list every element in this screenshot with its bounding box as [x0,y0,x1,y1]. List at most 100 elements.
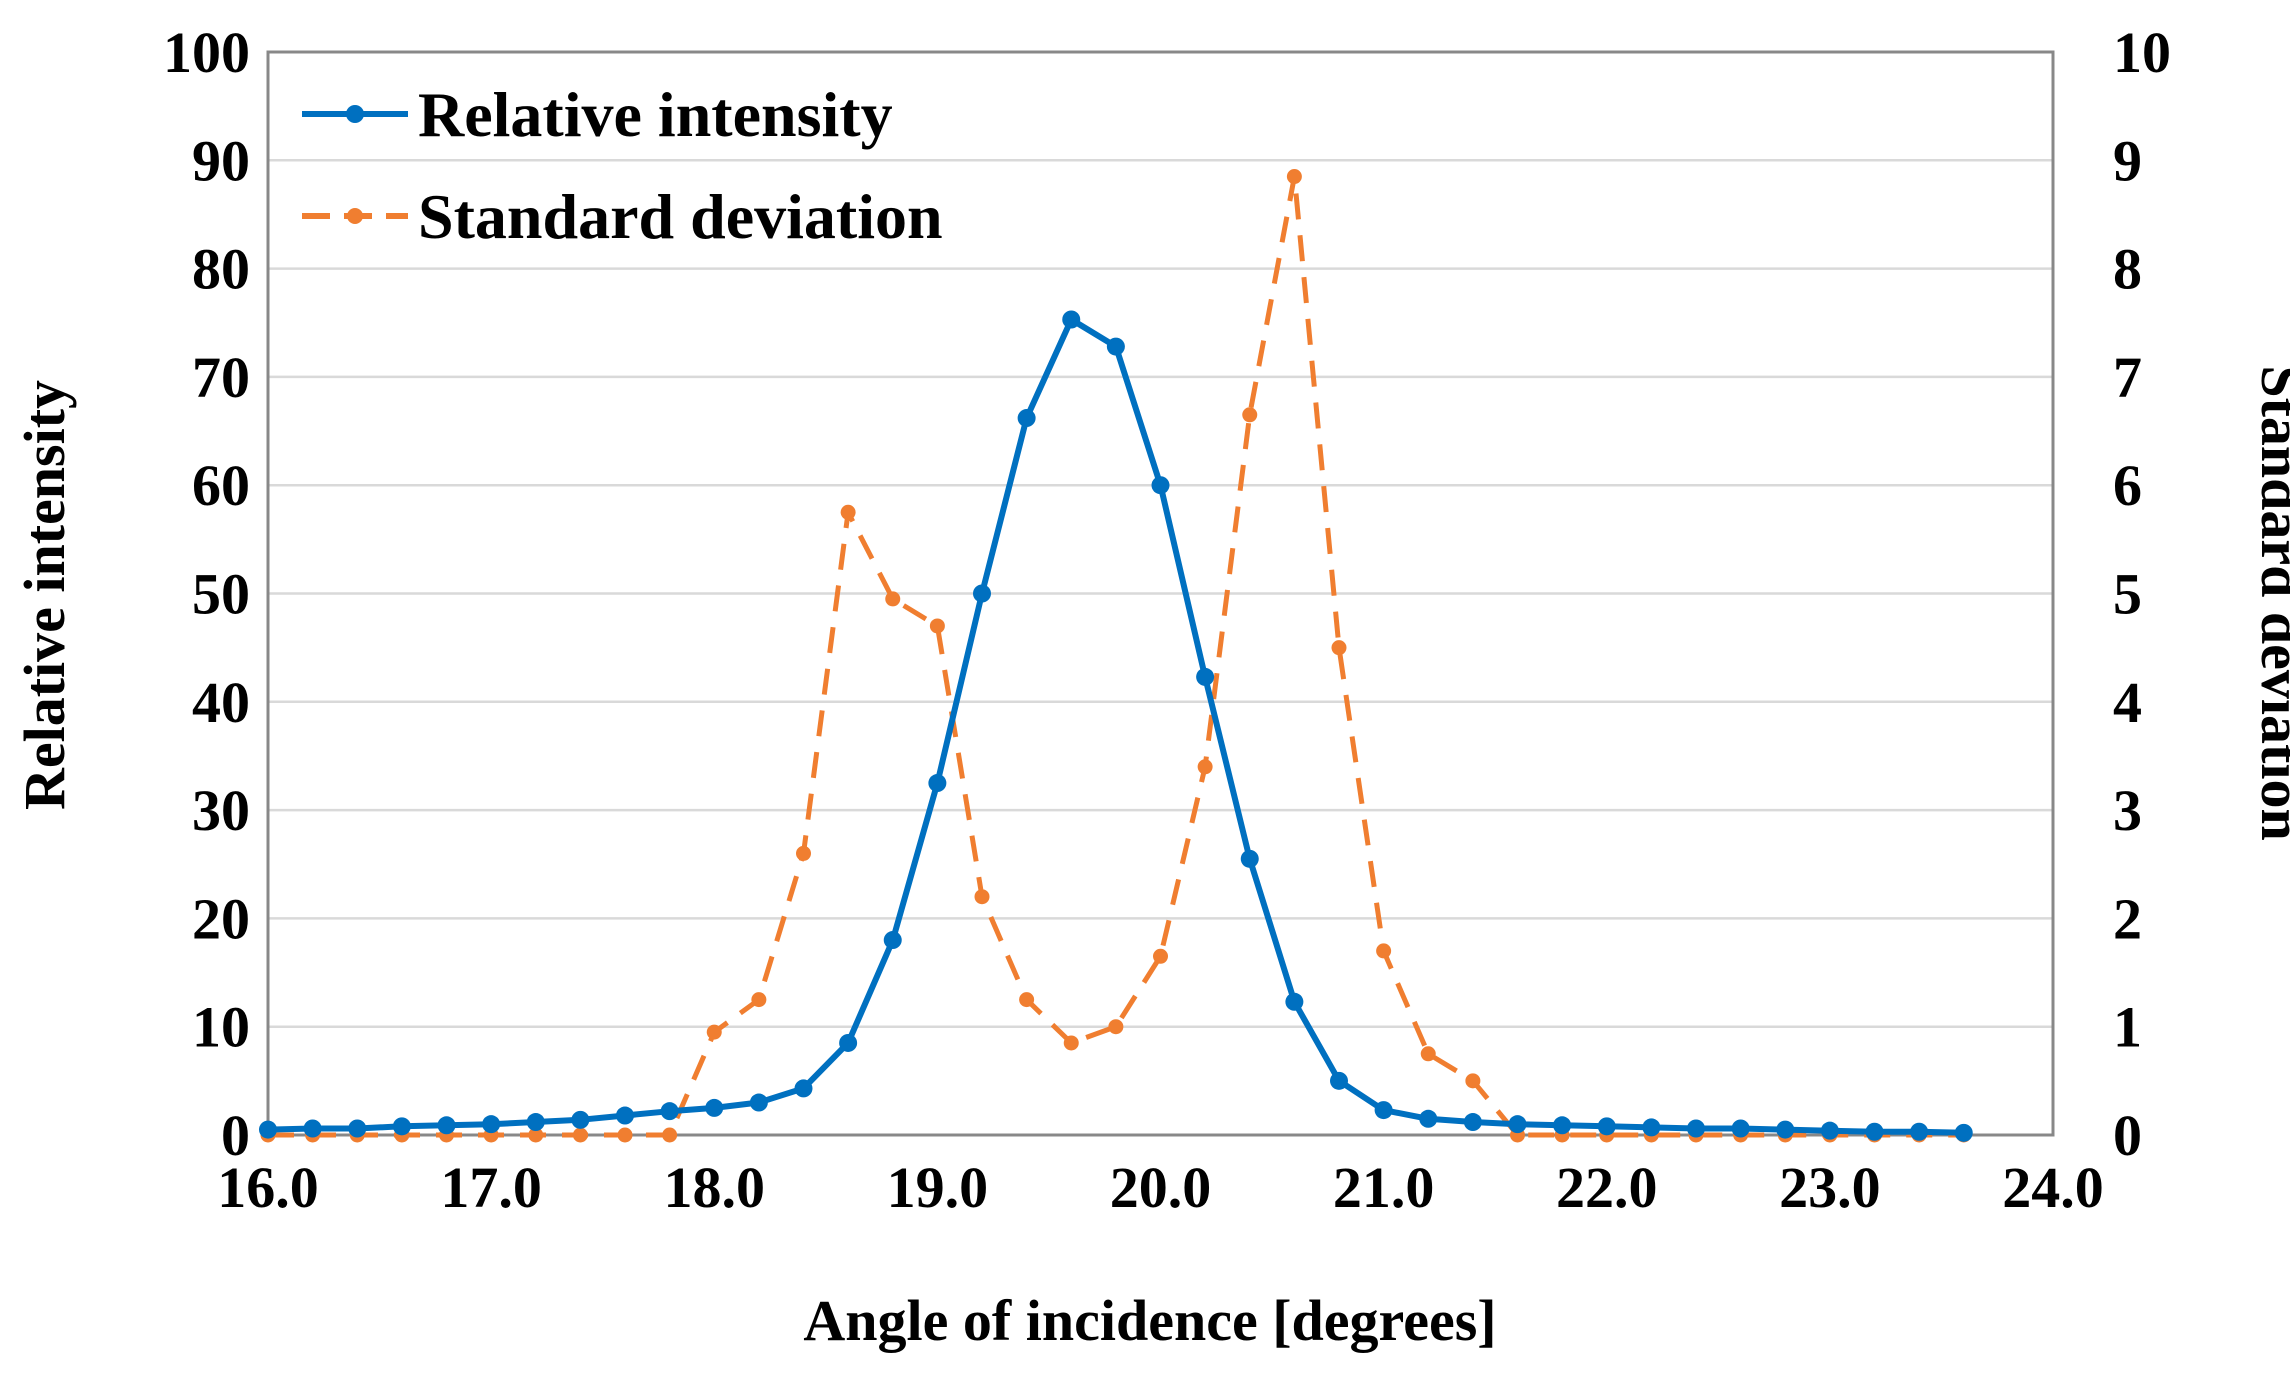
legend-label-relative-intensity: Relative intensity [418,79,893,150]
data-point-standard-deviation [796,845,811,861]
data-point-standard-deviation [974,889,990,905]
data-point-standard-deviation [662,1127,678,1143]
y-tick-label: 0 [221,1103,250,1168]
data-point-relative-intensity [794,1079,813,1098]
data-point-relative-intensity [883,931,902,950]
data-point-standard-deviation [751,992,767,1008]
data-point-standard-deviation [1242,407,1258,423]
left-axis-ticks: 0 10 20 30 40 50 60 70 80 90 100 [163,20,250,1168]
left-axis-title: Relative intensity [12,380,77,810]
data-point-relative-intensity [705,1098,724,1117]
data-point-relative-intensity [437,1116,456,1135]
data-point-relative-intensity [1553,1116,1572,1135]
data-point-relative-intensity [839,1033,858,1052]
data-point-standard-deviation [1376,943,1392,959]
data-point-relative-intensity [1642,1118,1661,1137]
right-axis-ticks: 0 1 2 3 4 5 6 7 8 9 10 [2113,20,2171,1168]
data-point-relative-intensity [571,1110,590,1129]
data-point-relative-intensity [1820,1121,1839,1140]
x-tick-label: 19.0 [887,1155,989,1220]
data-point-standard-deviation [1331,640,1347,656]
x-tick-label: 20.0 [1110,1155,1212,1220]
data-point-relative-intensity [303,1119,322,1138]
data-point-relative-intensity [1687,1119,1705,1138]
data-point-relative-intensity [1330,1071,1348,1090]
data-point-standard-deviation [1420,1046,1436,1062]
data-point-standard-deviation [840,504,856,520]
data-point-relative-intensity [348,1119,367,1138]
y-tick-label: 70 [192,345,250,410]
y2-tick-label: 7 [2113,345,2142,410]
y-tick-label: 80 [192,237,250,302]
data-point-relative-intensity [392,1117,411,1136]
data-point-relative-intensity [1240,849,1259,868]
data-point-standard-deviation [885,591,901,607]
data-point-relative-intensity [1151,476,1170,495]
data-point-standard-deviation [572,1127,588,1143]
data-point-relative-intensity [1865,1122,1884,1141]
plot-area-frame [266,50,2055,1137]
legend-label-standard-deviation: Standard deviation [418,181,943,252]
data-point-relative-intensity [1954,1123,1973,1142]
data-point-relative-intensity [616,1106,634,1125]
x-tick-label: 24.0 [2002,1155,2104,1220]
x-tick-label: 16.0 [217,1155,319,1220]
data-point-standard-deviation [617,1127,633,1143]
data-point-relative-intensity [1910,1122,1929,1141]
x-tick-label: 22.0 [1556,1155,1658,1220]
x-tick-label: 21.0 [1333,1155,1435,1220]
legend: Relative intensity Standard deviation [302,79,943,252]
y2-tick-label: 10 [2113,20,2171,85]
data-point-relative-intensity [1776,1120,1795,1139]
data-point-relative-intensity [1017,409,1036,428]
data-point-standard-deviation [929,618,945,634]
data-point-relative-intensity [1597,1117,1616,1136]
data-point-relative-intensity [1106,337,1125,356]
data-point-relative-intensity [1285,992,1304,1011]
y2-tick-label: 4 [2113,670,2142,735]
x-axis-title: Angle of incidence [degrees] [803,1288,1496,1353]
y2-tick-label: 1 [2113,995,2142,1060]
data-point-standard-deviation [1286,169,1302,185]
y2-tick-label: 2 [2113,886,2142,951]
y2-tick-label: 3 [2113,778,2142,843]
y2-tick-label: 6 [2113,453,2142,518]
x-tick-label: 18.0 [664,1155,766,1220]
y-tick-label: 10 [192,995,250,1060]
x-tick-label: 17.0 [440,1155,542,1220]
x-tick-label: 23.0 [1779,1155,1881,1220]
y-tick-label: 40 [192,670,250,735]
data-point-standard-deviation [1063,1035,1079,1051]
data-point-relative-intensity [1196,667,1215,686]
y2-tick-label: 0 [2113,1103,2142,1168]
data-point-relative-intensity [1374,1101,1393,1120]
data-point-relative-intensity [1731,1119,1750,1138]
right-axis-title: Standard deviation [2249,365,2290,840]
y-tick-label: 100 [163,20,250,85]
y-tick-label: 90 [192,128,250,193]
data-point-relative-intensity [259,1120,277,1139]
data-point-relative-intensity [1463,1113,1482,1132]
data-point-standard-deviation [706,1024,722,1040]
y-tick-label: 50 [192,562,250,627]
y2-tick-label: 5 [2113,562,2142,627]
data-point-standard-deviation [1019,992,1035,1008]
data-point-standard-deviation [1465,1073,1481,1089]
data-point-relative-intensity [526,1113,545,1132]
legend-dot-relative-intensity [346,105,364,123]
legend-dot-standard-deviation [347,208,363,224]
data-point-relative-intensity [1508,1115,1527,1134]
y-tick-label: 30 [192,778,250,843]
data-point-standard-deviation [1153,948,1168,964]
y2-tick-label: 8 [2113,237,2142,302]
data-point-relative-intensity [1062,310,1081,329]
data-point-relative-intensity [1419,1109,1438,1128]
y2-tick-label: 9 [2113,128,2142,193]
series-layer [259,169,1973,1143]
x-axis-ticks: 16.0 17.0 18.0 19.0 20.0 21.0 22.0 23.0 24.0 [217,1155,2104,1220]
data-point-relative-intensity [973,584,991,603]
y-tick-label: 20 [192,886,250,951]
data-point-relative-intensity [749,1093,768,1112]
